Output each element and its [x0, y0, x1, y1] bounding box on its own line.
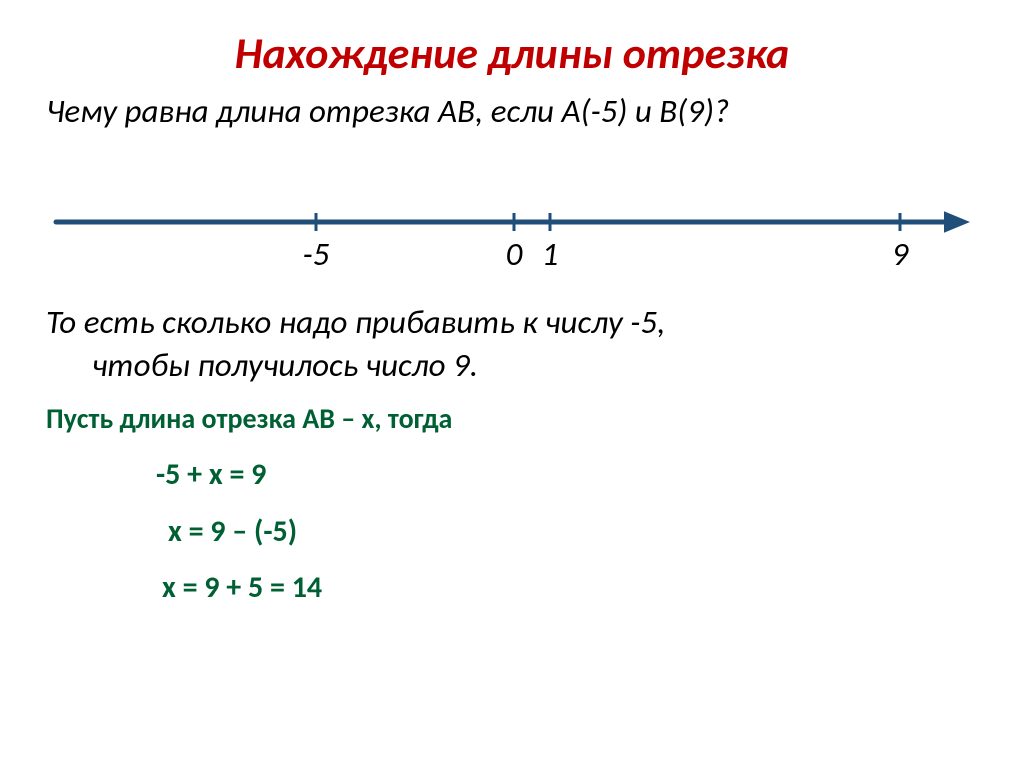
tick-label: 0 [506, 234, 523, 274]
number-line: -5 01 9 [40, 194, 976, 284]
slide-title: Нахождение длины отрезка [46, 28, 978, 79]
interpretation-line-1: То есть сколько надо прибавить к числу -… [46, 302, 978, 343]
equation-3: х = 9 + 5 = 14 [46, 565, 978, 612]
tick-label: 9 [892, 234, 909, 274]
number-line-container: -5 01 9 [46, 194, 978, 284]
tick-label: -5 [303, 234, 330, 274]
solution-intro: Пусть длина отрезка АВ – х, тогда [46, 400, 978, 438]
tick-label: 1 [542, 234, 559, 274]
question-text: Чему равна длина отрезка АВ, если А(-5) … [46, 91, 978, 132]
equation-2: х = 9 – (-5) [46, 509, 978, 556]
equation-1: -5 + х = 9 [46, 452, 978, 499]
interpretation-line-2: чтобы получилось число 9. [46, 345, 978, 386]
